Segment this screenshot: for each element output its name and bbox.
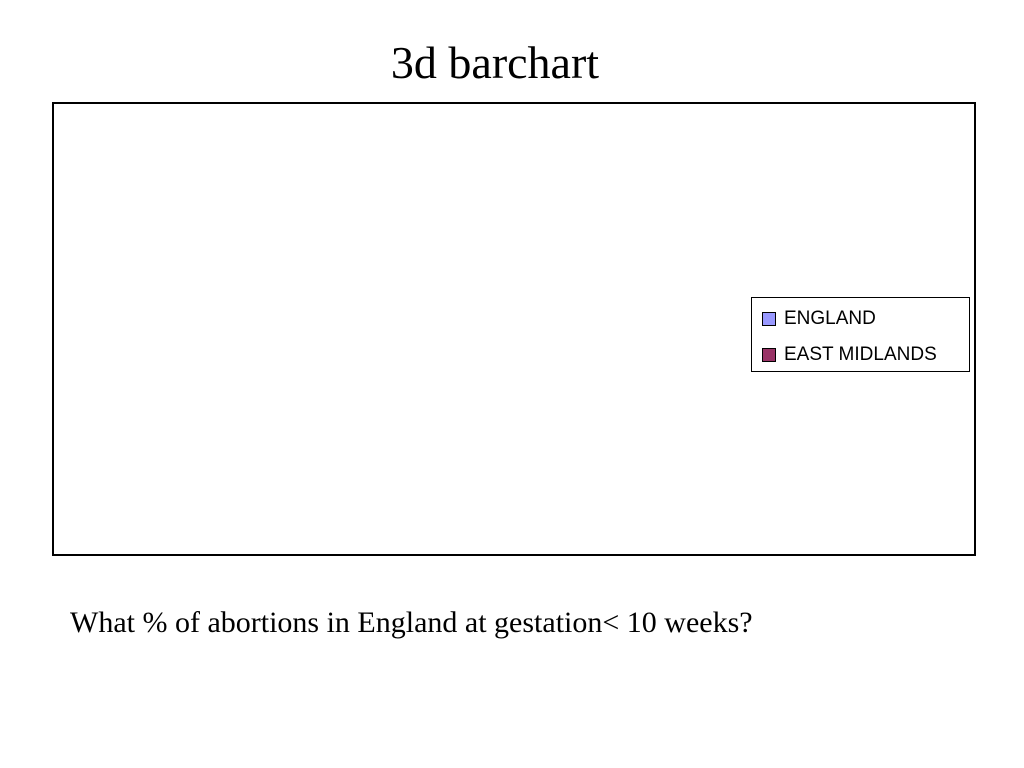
legend-item-east-midlands: EAST MIDLANDS — [762, 344, 937, 366]
question-text: What % of abortions in England at gestat… — [70, 606, 753, 639]
legend-label-england: ENGLAND — [784, 308, 876, 329]
legend-item-england: ENGLAND — [762, 308, 876, 330]
chart-legend: ENGLAND EAST MIDLANDS — [751, 297, 970, 372]
legend-label-east-midlands: EAST MIDLANDS — [784, 344, 937, 365]
legend-swatch-east-midlands — [762, 348, 776, 362]
legend-swatch-england — [762, 312, 776, 326]
slide-title: 3d barchart — [390, 37, 600, 88]
